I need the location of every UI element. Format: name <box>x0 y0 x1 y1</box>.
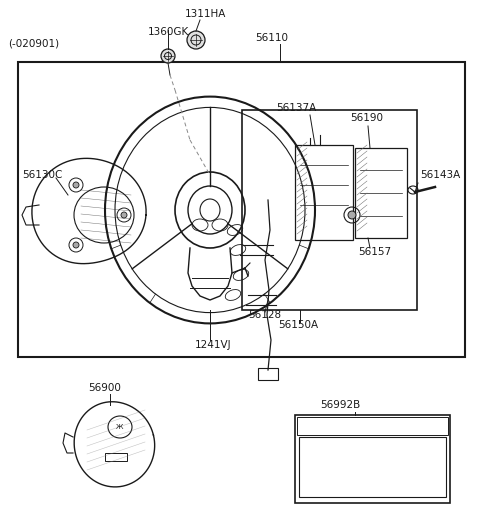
Text: 1241VJ: 1241VJ <box>195 340 232 350</box>
Text: 1311HA: 1311HA <box>185 9 227 19</box>
Text: 56110: 56110 <box>255 33 288 43</box>
Text: 56137A: 56137A <box>276 103 316 113</box>
Text: 56130C: 56130C <box>22 170 62 180</box>
Ellipse shape <box>161 49 175 63</box>
Ellipse shape <box>121 212 127 218</box>
Ellipse shape <box>187 31 205 49</box>
Text: 56157: 56157 <box>358 247 391 257</box>
Text: 56128: 56128 <box>248 310 281 320</box>
Ellipse shape <box>73 242 79 248</box>
Ellipse shape <box>348 211 356 219</box>
Text: 1360GK: 1360GK <box>148 27 189 37</box>
Bar <box>105 453 127 461</box>
Text: Ж: Ж <box>116 424 124 430</box>
Text: (-020901): (-020901) <box>8 39 59 49</box>
Bar <box>18 62 465 357</box>
Ellipse shape <box>73 182 79 188</box>
Bar <box>355 148 407 238</box>
Bar <box>299 437 446 497</box>
Text: 56190: 56190 <box>350 113 383 123</box>
Text: 56992B: 56992B <box>320 400 360 410</box>
Text: 56150A: 56150A <box>278 320 318 330</box>
Bar <box>242 110 417 310</box>
Bar <box>295 415 450 503</box>
Bar <box>295 145 353 240</box>
Text: 56900: 56900 <box>88 383 121 393</box>
Bar <box>258 368 278 380</box>
Text: 56143A: 56143A <box>420 170 460 180</box>
Bar <box>297 417 448 435</box>
